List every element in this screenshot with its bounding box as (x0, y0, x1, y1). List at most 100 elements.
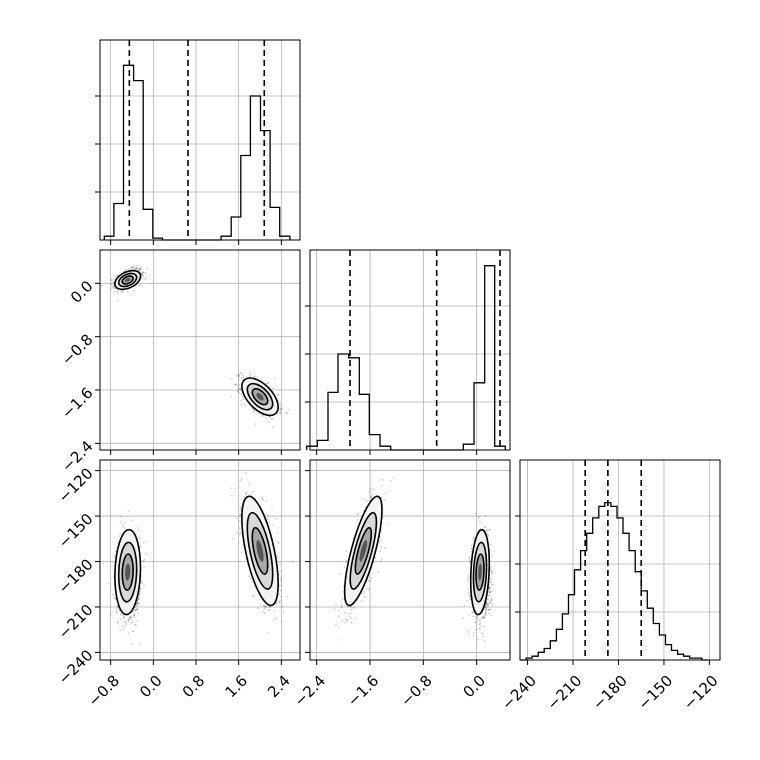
sample-point (242, 376, 245, 379)
sample-point (482, 625, 485, 628)
sample-point (487, 609, 489, 611)
sample-point (138, 598, 140, 601)
sample-point (263, 605, 266, 607)
sample-point (471, 611, 474, 614)
sample-point (240, 400, 242, 402)
sample-point (127, 510, 130, 512)
sample-point (365, 500, 368, 503)
sample-point (390, 479, 392, 482)
sample-point (252, 411, 255, 414)
sample-point (136, 267, 138, 269)
sample-point (369, 496, 372, 499)
sample-point (139, 591, 141, 593)
sample-point (144, 278, 147, 281)
sample-point (484, 605, 487, 607)
sample-point (114, 536, 116, 539)
sample-point (101, 284, 103, 287)
sample-point (469, 557, 471, 560)
sample-point (335, 623, 337, 626)
sample-point (132, 621, 134, 624)
sample-point (484, 606, 487, 609)
sample-point (345, 561, 347, 564)
sample-point (259, 604, 262, 606)
sample-point (115, 611, 118, 613)
panel-frame (99, 39, 301, 241)
sample-point (280, 595, 283, 598)
sample-point (276, 532, 279, 534)
tick-label-x: 0.0 (459, 672, 489, 702)
sample-point (478, 515, 481, 518)
sample-point (489, 592, 491, 594)
sample-point (381, 558, 383, 560)
sample-point (122, 625, 124, 627)
sample-point (139, 588, 142, 590)
sample-point (489, 601, 491, 604)
sample-point (278, 542, 280, 544)
sample-point (475, 512, 477, 515)
sample-point (271, 524, 274, 526)
sample-point (142, 541, 145, 544)
sample-point (483, 615, 485, 617)
sample-point (489, 543, 492, 546)
sample-point (245, 494, 247, 496)
sample-point (370, 577, 373, 579)
sample-point (135, 624, 137, 626)
sample-point (282, 620, 284, 623)
sample-point (491, 603, 494, 606)
tick-label-x: −1.6 (344, 672, 382, 710)
sample-point (138, 593, 141, 595)
sample-point (484, 613, 487, 615)
sample-point (131, 615, 133, 618)
sample-point (279, 409, 281, 411)
sample-point (266, 518, 269, 520)
sample-point (356, 513, 359, 515)
sample-point (134, 616, 136, 618)
sample-point (135, 266, 138, 269)
sample-point (467, 574, 470, 577)
sample-point (277, 556, 280, 559)
sample-point (478, 623, 480, 626)
sample-point (479, 521, 481, 523)
sample-point (119, 515, 122, 518)
density-p3-vs-p2 (333, 477, 496, 642)
sample-point (286, 595, 289, 598)
sample-point (121, 523, 123, 525)
sample-point (337, 609, 340, 612)
sample-point (482, 633, 484, 635)
sample-point (261, 499, 264, 501)
sample-point (132, 630, 134, 633)
sample-point (142, 560, 145, 562)
sample-point (116, 274, 118, 277)
sample-point (117, 300, 119, 302)
sample-point (467, 630, 470, 632)
sample-point (338, 639, 340, 641)
sample-point (470, 544, 473, 547)
sample-point (280, 576, 283, 578)
histogram-p3 (520, 501, 708, 661)
sample-point (269, 416, 271, 419)
sample-point (266, 382, 268, 385)
sample-point (364, 506, 367, 509)
sample-point (279, 407, 282, 410)
sample-point (378, 541, 381, 543)
sample-point (275, 518, 278, 520)
sample-point (135, 605, 138, 607)
sample-point (490, 599, 492, 602)
sample-point (371, 493, 373, 496)
sample-point (110, 279, 113, 281)
sample-point (385, 491, 387, 494)
sample-point (345, 550, 348, 552)
sample-point (238, 520, 240, 523)
sample-point (265, 500, 268, 503)
sample-point (143, 584, 145, 587)
sample-point (239, 479, 242, 482)
sample-point (245, 492, 247, 494)
sample-point (347, 613, 350, 615)
sample-point (466, 579, 469, 581)
sample-point (237, 378, 240, 381)
sample-point (138, 597, 141, 599)
tick-label-y: −180 (55, 555, 97, 597)
sample-point (127, 632, 130, 634)
sample-point (133, 614, 136, 617)
sample-point (248, 373, 251, 376)
